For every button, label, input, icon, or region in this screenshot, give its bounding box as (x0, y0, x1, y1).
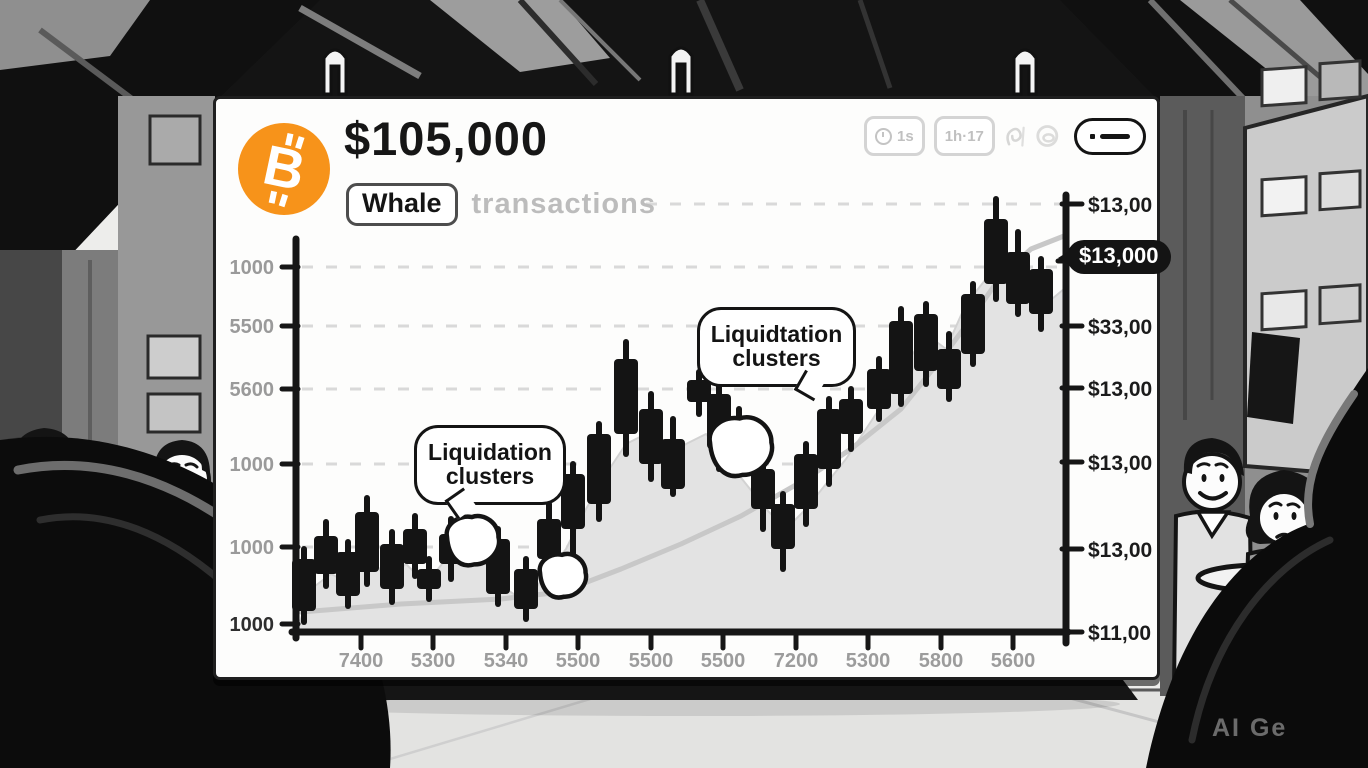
y-axis-right-label: $13,00 (1088, 452, 1152, 475)
y-axis-right-label: $13,00 (1088, 194, 1152, 217)
whale-chip[interactable]: Whale (346, 183, 458, 226)
price-title: $105,000 (344, 112, 549, 165)
candlestick (839, 386, 863, 452)
dot-glyph (1090, 133, 1095, 139)
candlestick (1029, 256, 1053, 332)
cluster-marker (537, 551, 589, 600)
cluster-marker (444, 513, 502, 568)
y-axis-right-label: $33,00 (1088, 316, 1152, 339)
candlestick (417, 556, 441, 602)
mount-clip (322, 48, 348, 96)
candlestick (336, 539, 360, 609)
candlestick (587, 421, 611, 522)
candlestick (984, 196, 1008, 302)
candlestick (889, 306, 913, 407)
ai-watermark: AI Ge (1212, 714, 1288, 742)
x-axis-label: 5300 (846, 650, 891, 669)
y-axis-left-label: 1000 (230, 257, 275, 279)
y-axis-left-label: 1000 (230, 537, 275, 559)
x-axis-label: 5800 (919, 650, 964, 669)
y-axis-left-label: 1000 (230, 614, 275, 636)
toolbar: 1s 1h·17 (864, 115, 1146, 157)
bitcoin-logo-icon: B (238, 123, 330, 215)
clock-icon (875, 127, 892, 145)
candlestick (403, 513, 427, 579)
candlestick (380, 529, 404, 605)
candlestick (614, 339, 638, 457)
x-axis-label: 5340 (484, 650, 529, 669)
y-axis-right-label: $13,00 (1088, 539, 1152, 562)
annotation-bubble-1: Liquidation clusters (414, 425, 566, 520)
current-price-badge: $13,000 (1058, 240, 1171, 274)
active-range-button[interactable] (1074, 117, 1146, 155)
candlestick (514, 556, 538, 622)
candlestick (1006, 229, 1030, 317)
y-axis-right-label: $11,00 (1088, 622, 1151, 645)
y-axis-left-label: 1000 (230, 454, 275, 476)
y-axis-left-label: 5500 (230, 316, 275, 338)
scribble-pen-icon[interactable] (1004, 115, 1026, 157)
circle-scribble-icon[interactable] (1034, 115, 1061, 157)
x-axis-label: 5600 (991, 650, 1036, 669)
candlestick-chart: 1000 5500 5600 1000 1000 1000 $13,00 $33,00 $13,… (230, 191, 1152, 669)
mount-clip (668, 46, 694, 96)
candlestick (661, 416, 685, 497)
candlestick (561, 461, 585, 567)
y-axis-right-label: $13,00 (1088, 378, 1152, 401)
candlestick (355, 495, 379, 587)
x-axis-label: 5500 (701, 650, 746, 669)
x-axis-label: 7400 (339, 650, 384, 669)
candlestick (687, 369, 711, 417)
y-axis-left-label: 5600 (230, 379, 275, 401)
candlestick (937, 331, 961, 402)
candlestick (639, 391, 663, 482)
car-right (1146, 368, 1368, 768)
candlestick (794, 441, 818, 527)
annotation-bubble-2: Liquidtation clusters (697, 307, 856, 402)
timeframe-button-1[interactable]: 1s (864, 116, 925, 156)
candlestick (817, 396, 841, 487)
x-axis-label: 5300 (411, 650, 456, 669)
display-screen: B $105,000 Whale transactions 1s 1h·17 (213, 96, 1171, 680)
transactions-label: transactions (471, 188, 656, 220)
candlestick (314, 519, 338, 589)
mount-clip (1012, 48, 1038, 96)
x-axis-label: 7200 (774, 650, 819, 669)
x-axis-label: 5500 (556, 650, 601, 669)
timeframe-button-2[interactable]: 1h·17 (933, 116, 995, 156)
dash-glyph (1100, 133, 1130, 139)
x-axis-label: 5500 (629, 650, 674, 669)
candlestick (914, 301, 938, 387)
mount-clips (322, 46, 1038, 96)
cluster-marker (707, 415, 775, 479)
candlestick (771, 491, 795, 572)
screen-stand (237, 676, 1138, 700)
candlestick (961, 281, 985, 367)
tag-row: Whale transactions (346, 183, 656, 226)
candlestick (867, 356, 891, 422)
candlestick (751, 456, 775, 532)
